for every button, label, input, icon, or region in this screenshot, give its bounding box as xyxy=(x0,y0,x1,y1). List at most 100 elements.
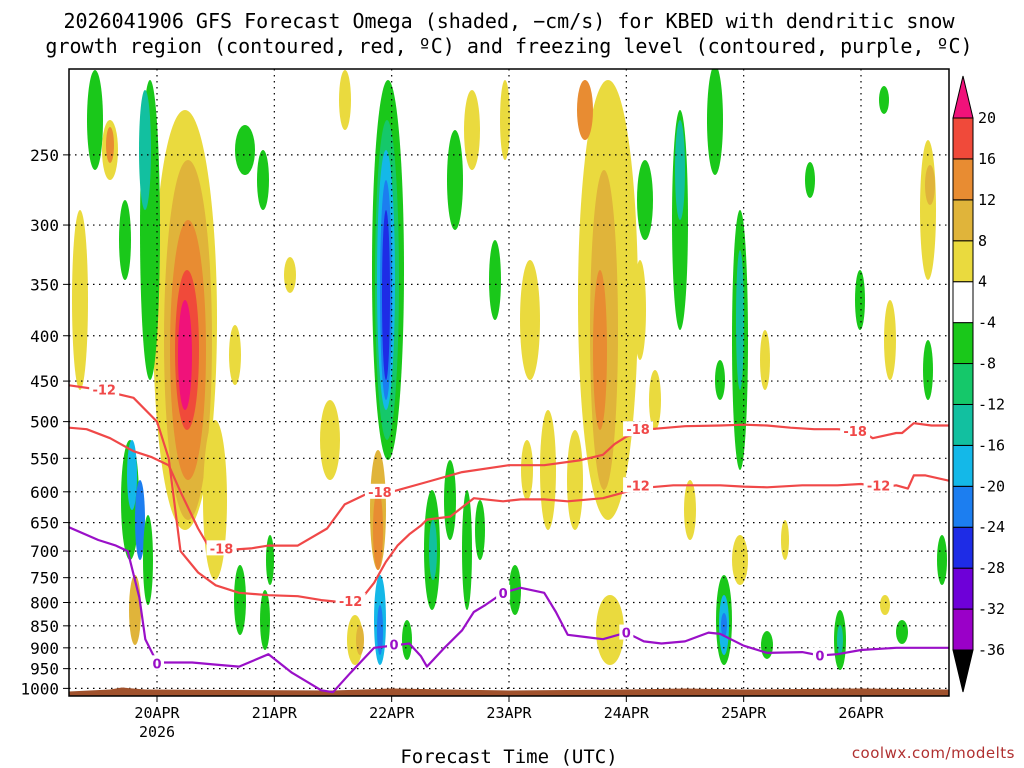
colorbar-label: -8 xyxy=(978,355,996,373)
y-tick-label: 700 xyxy=(30,542,59,561)
y-tick-label: 850 xyxy=(30,617,59,636)
omega-shade xyxy=(634,260,646,360)
y-tick-label: 550 xyxy=(30,449,59,468)
y-axis: 250 300 350 400 450 500 550 600 650 700 750 800 850 9… xyxy=(20,146,69,698)
colorbar-label: -12 xyxy=(978,395,1005,413)
x-tick-label: 20APR xyxy=(134,704,180,722)
omega-shade xyxy=(540,410,556,530)
contour-label-bg xyxy=(364,483,395,499)
y-tick-label: 600 xyxy=(30,483,59,502)
omega-shade xyxy=(266,535,274,585)
y-tick-label: 750 xyxy=(30,569,59,588)
y-tick-label: 400 xyxy=(30,327,59,346)
contour-label-bg xyxy=(623,421,654,437)
contour-label-bg xyxy=(206,540,237,556)
colorbar-label: -24 xyxy=(978,518,1005,536)
omega-shade xyxy=(447,130,463,230)
colorbar-label: 12 xyxy=(978,191,996,209)
contour-label-bg xyxy=(387,636,402,652)
omega-shade xyxy=(260,590,270,650)
omega-shade xyxy=(203,420,227,580)
ground-terrain xyxy=(69,687,949,696)
omega-shade xyxy=(937,535,947,585)
omega-shade xyxy=(577,80,593,140)
y-tick-label: 250 xyxy=(30,146,59,165)
contour-line xyxy=(69,384,949,604)
omega-shade xyxy=(339,70,351,130)
omega-shade xyxy=(715,360,725,400)
omega-shade xyxy=(684,480,696,540)
omega-shade xyxy=(356,625,364,655)
colorbar-label: 4 xyxy=(978,273,987,291)
contour-label: -18 xyxy=(210,542,234,557)
y-tick-label: 350 xyxy=(30,275,59,294)
omega-shade xyxy=(593,270,607,430)
colorbar-label: 8 xyxy=(978,232,987,250)
colorbar-swatch xyxy=(952,199,974,242)
omega-shade xyxy=(707,69,723,175)
contour-label-bg xyxy=(335,593,366,609)
omega-shade xyxy=(72,210,88,390)
colorbar-label: -16 xyxy=(978,436,1005,454)
contour-label: -12 xyxy=(339,595,363,610)
credit-text: coolwx.com/modelts xyxy=(852,744,1015,762)
omega-shade xyxy=(920,140,936,280)
contour-label: 0 xyxy=(622,627,631,642)
contour-label: 0 xyxy=(152,657,161,672)
omega-shade xyxy=(760,330,770,390)
omega-shade xyxy=(520,260,540,380)
colorbar-swatch xyxy=(952,363,974,405)
omega-shade xyxy=(135,480,145,560)
x-axis: 20APR 21APR 22APR 23APR 24APR 25APR 26APR xyxy=(134,696,885,722)
y-tick-label: 650 xyxy=(30,514,59,533)
omega-shade xyxy=(444,460,456,540)
omega-shade xyxy=(736,250,744,390)
x-tick-label: 25APR xyxy=(721,704,767,722)
contour-label: -18 xyxy=(626,423,650,438)
omega-shade xyxy=(805,162,815,198)
contour-label: -18 xyxy=(368,486,392,501)
colorbar-swatch xyxy=(952,567,974,610)
contour-label-bg xyxy=(812,647,827,663)
x-axis-title: Forecast Time (UTC) xyxy=(400,746,617,768)
y-tick-label: 950 xyxy=(30,660,59,679)
y-tick-label: 500 xyxy=(30,413,59,432)
omega-shade xyxy=(721,613,727,637)
contour-label-bg xyxy=(619,624,634,640)
omega-shade xyxy=(500,80,510,160)
omega-shade xyxy=(880,595,890,615)
contour-label: 0 xyxy=(389,638,398,653)
chart-title-line-2: growth region (contoured, red, ºC) and f… xyxy=(45,34,972,58)
omega-shade xyxy=(521,440,533,500)
omega-shade xyxy=(429,520,437,580)
omega-shading xyxy=(72,69,947,670)
colorbar-label: -36 xyxy=(978,641,1005,659)
omega-shade xyxy=(781,520,789,560)
omega-shade xyxy=(884,300,896,380)
gridlines xyxy=(69,69,949,696)
contour-label-bg xyxy=(150,655,164,671)
omega-shade xyxy=(373,490,383,570)
omega-shade xyxy=(229,325,241,385)
omega-shade xyxy=(143,515,153,605)
omega-shade xyxy=(923,340,933,400)
colorbar-swatch xyxy=(952,117,974,160)
contour-label: 0 xyxy=(815,649,824,664)
contour-label: -18 xyxy=(843,425,867,440)
x-tick-label: 22APR xyxy=(369,704,415,722)
omega-shade xyxy=(855,270,865,330)
colorbar-swatch xyxy=(952,158,974,201)
contour-label-bg xyxy=(496,584,511,600)
colorbar-arrow-bottom xyxy=(952,649,974,693)
omega-shade xyxy=(402,620,412,660)
omega-shade xyxy=(462,490,472,610)
omega-shade xyxy=(127,440,137,510)
colorbar-arrow-top xyxy=(952,75,974,119)
omega-shade xyxy=(637,160,653,240)
omega-shade xyxy=(377,605,383,655)
colorbar-swatch xyxy=(952,281,974,324)
colorbar-label: -4 xyxy=(978,314,996,332)
colorbar-label: -20 xyxy=(978,477,1005,495)
omega-shade xyxy=(567,430,583,530)
